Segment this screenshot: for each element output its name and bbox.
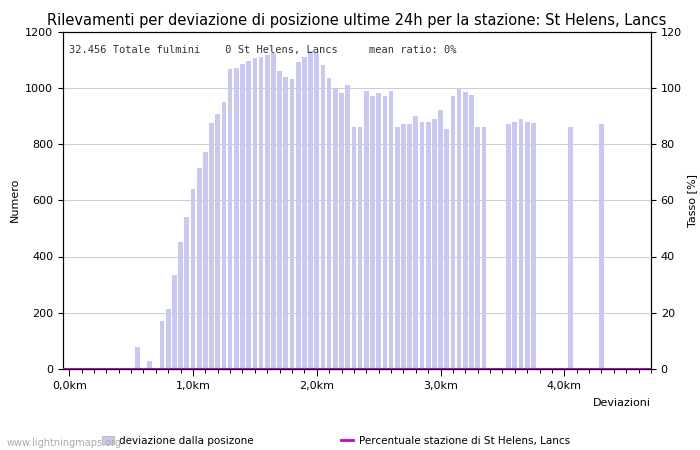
Bar xyxy=(184,217,189,369)
Bar xyxy=(222,102,226,369)
Bar xyxy=(135,346,139,369)
Bar xyxy=(209,123,214,369)
Bar xyxy=(172,275,177,369)
Bar xyxy=(370,96,374,369)
Bar xyxy=(190,189,195,369)
Bar xyxy=(482,127,486,369)
Legend: deviazione dalla posizone, deviazione stazione di St Helens, Lancs, Percentuale : deviazione dalla posizone, deviazione st… xyxy=(97,432,574,450)
Bar xyxy=(463,92,468,369)
Bar xyxy=(160,321,164,369)
Bar xyxy=(351,127,356,369)
Bar xyxy=(284,76,288,369)
Bar xyxy=(512,122,517,369)
Bar xyxy=(469,95,474,369)
Bar xyxy=(426,122,430,369)
Bar xyxy=(216,114,220,369)
Bar xyxy=(228,69,232,369)
Bar xyxy=(340,94,344,369)
Bar xyxy=(401,124,406,369)
Bar xyxy=(531,123,536,369)
Bar xyxy=(327,78,332,369)
Bar xyxy=(246,61,251,369)
Bar xyxy=(321,65,326,369)
Bar xyxy=(451,96,455,369)
Y-axis label: Tasso [%]: Tasso [%] xyxy=(687,174,697,227)
Text: 32.456 Totale fulmini    0 St Helens, Lancs     mean ratio: 0%: 32.456 Totale fulmini 0 St Helens, Lancs… xyxy=(69,45,456,55)
Bar xyxy=(432,119,437,369)
Text: www.lightningmaps.org: www.lightningmaps.org xyxy=(7,438,122,448)
Bar xyxy=(203,153,208,369)
Bar xyxy=(419,122,424,369)
Bar xyxy=(166,309,171,369)
Bar xyxy=(345,85,350,369)
Bar xyxy=(290,79,295,369)
Bar xyxy=(444,129,449,369)
Bar xyxy=(457,88,461,369)
Bar xyxy=(259,57,263,369)
Bar xyxy=(296,63,300,369)
Bar xyxy=(407,124,412,369)
Bar xyxy=(438,110,443,369)
Bar xyxy=(506,124,511,369)
Bar xyxy=(414,116,418,369)
Bar xyxy=(197,168,202,369)
Bar xyxy=(475,127,480,369)
Text: Deviazioni: Deviazioni xyxy=(593,398,651,408)
Bar xyxy=(519,119,524,369)
Bar xyxy=(265,55,270,369)
Y-axis label: Numero: Numero xyxy=(10,178,20,222)
Title: Rilevamenti per deviazione di posizione ultime 24h per la stazione: St Helens, L: Rilevamenti per deviazione di posizione … xyxy=(48,13,666,27)
Bar xyxy=(389,90,393,369)
Bar xyxy=(525,122,530,369)
Bar xyxy=(358,127,363,369)
Bar xyxy=(253,58,257,369)
Bar xyxy=(147,360,152,369)
Bar xyxy=(240,64,245,369)
Bar xyxy=(395,127,400,369)
Bar xyxy=(364,90,369,369)
Bar xyxy=(302,57,307,369)
Bar xyxy=(599,124,604,369)
Bar xyxy=(277,71,282,369)
Bar xyxy=(234,68,239,369)
Bar xyxy=(178,243,183,369)
Bar xyxy=(377,94,381,369)
Bar xyxy=(333,88,337,369)
Bar xyxy=(271,53,276,369)
Bar xyxy=(382,96,387,369)
Bar xyxy=(568,127,573,369)
Bar xyxy=(314,53,319,369)
Bar xyxy=(308,51,313,369)
